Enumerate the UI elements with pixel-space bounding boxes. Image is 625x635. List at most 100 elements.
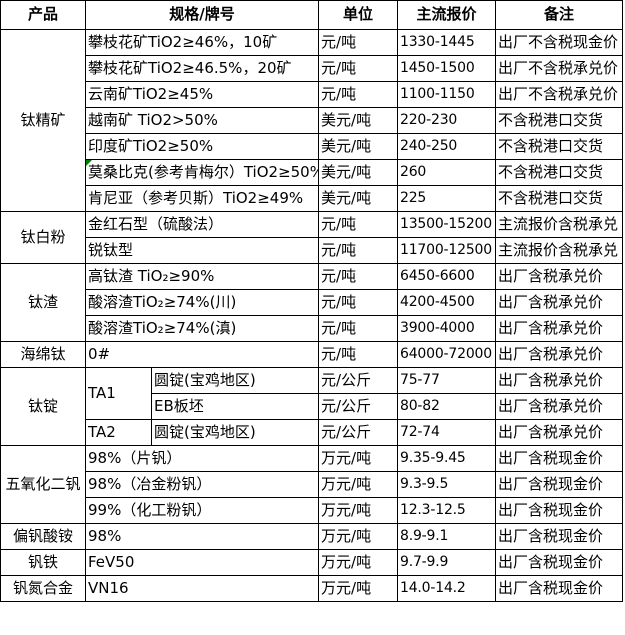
note-cell[interactable]: 出厂含税承兑价	[495, 419, 624, 446]
product-cell-sponge-titanium[interactable]: 海绵钛	[0, 341, 86, 368]
price-cell[interactable]: 13500-15200	[397, 211, 497, 238]
unit-cell[interactable]: 元/吨	[318, 55, 399, 82]
price-cell[interactable]: 1450-1500	[397, 55, 497, 82]
price-cell[interactable]: 75-77	[397, 367, 497, 394]
header-spec[interactable]: 规格/牌号	[84, 0, 320, 30]
note-cell[interactable]: 不含税港口交货	[495, 185, 624, 212]
price-cell[interactable]: 3900-4000	[397, 315, 497, 342]
spec-cell[interactable]: 圆锭(宝鸡地区)	[150, 367, 320, 394]
price-cell[interactable]: 11700-12500	[397, 237, 497, 264]
spec-cell[interactable]: 99%（化工粉钒）	[84, 497, 320, 524]
spec-cell[interactable]: 98%（冶金粉钒）	[84, 471, 320, 498]
unit-cell[interactable]: 美元/吨	[318, 133, 399, 160]
unit-cell[interactable]: 万元/吨	[318, 549, 399, 576]
spec-cell[interactable]: 0#	[84, 341, 320, 368]
unit-cell[interactable]: 美元/吨	[318, 159, 399, 186]
spec-cell[interactable]: 高钛渣 TiO₂≥90%	[84, 263, 320, 290]
note-cell[interactable]: 出厂含税现金价	[495, 497, 624, 524]
note-cell[interactable]: 主流报价含税承兑	[495, 211, 624, 238]
header-product[interactable]: 产品	[0, 0, 86, 30]
unit-cell[interactable]: 元/吨	[318, 315, 399, 342]
price-cell[interactable]: 240-250	[397, 133, 497, 160]
note-cell[interactable]: 出厂含税现金价	[495, 471, 624, 498]
unit-cell[interactable]: 万元/吨	[318, 445, 399, 472]
note-cell[interactable]: 出厂含税承兑价	[495, 367, 624, 394]
price-cell[interactable]: 9.35-9.45	[397, 445, 497, 472]
spec-cell[interactable]: 酸溶渣TiO₂≥74%(滇)	[84, 315, 320, 342]
unit-cell[interactable]: 元/吨	[318, 211, 399, 238]
product-cell-titanium-concentrate[interactable]: 钛精矿	[0, 29, 86, 212]
unit-cell[interactable]: 元/公斤	[318, 419, 399, 446]
price-cell[interactable]: 6450-6600	[397, 263, 497, 290]
header-note[interactable]: 备注	[495, 0, 624, 30]
spec-cell[interactable]: 云南矿TiO2≥45%	[84, 81, 320, 108]
price-cell[interactable]: 12.3-12.5	[397, 497, 497, 524]
note-cell[interactable]: 出厂含税承兑价	[495, 315, 624, 342]
spec-cell[interactable]: EB板坯	[150, 393, 320, 420]
unit-cell[interactable]: 元/吨	[318, 29, 399, 56]
note-cell[interactable]: 出厂含税承兑价	[495, 289, 624, 316]
unit-cell[interactable]: 元/吨	[318, 263, 399, 290]
product-cell-vanadium-pentoxide[interactable]: 五氧化二钒	[0, 445, 86, 524]
unit-cell[interactable]: 元/公斤	[318, 393, 399, 420]
unit-cell[interactable]: 万元/吨	[318, 575, 399, 602]
spec-cell[interactable]: VN16	[84, 575, 320, 602]
product-cell-titanium-dioxide[interactable]: 钛白粉	[0, 211, 86, 264]
spec-cell[interactable]: 攀枝花矿TiO2≥46%，10矿	[84, 29, 320, 56]
spec-cell[interactable]: 越南矿 TiO2>50%	[84, 107, 320, 134]
note-cell[interactable]: 出厂不含税现金价	[495, 29, 624, 56]
note-cell[interactable]: 出厂含税现金价	[495, 575, 624, 602]
spec-cell[interactable]: 98%	[84, 523, 320, 550]
note-cell[interactable]: 出厂含税承兑价	[495, 341, 624, 368]
grade-cell[interactable]: TA2	[85, 419, 152, 446]
unit-cell[interactable]: 万元/吨	[318, 471, 399, 498]
spec-cell[interactable]: 圆锭(宝鸡地区)	[150, 419, 320, 446]
note-cell[interactable]: 主流报价含税承兑	[495, 237, 624, 264]
price-cell[interactable]: 225	[397, 185, 497, 212]
spec-cell[interactable]: 攀枝花矿TiO2≥46.5%，20矿	[84, 55, 320, 82]
price-cell[interactable]: 4200-4500	[397, 289, 497, 316]
spec-cell[interactable]: 酸溶渣TiO₂≥74%(川)	[84, 289, 320, 316]
unit-cell[interactable]: 美元/吨	[318, 107, 399, 134]
spec-cell[interactable]: 肯尼亚（参考贝斯）TiO2≥49%	[84, 185, 320, 212]
price-cell[interactable]: 72-74	[397, 419, 497, 446]
unit-cell[interactable]: 元/吨	[318, 81, 399, 108]
price-cell[interactable]: 9.3-9.5	[397, 471, 497, 498]
price-cell[interactable]: 14.0-14.2	[397, 575, 497, 602]
price-cell[interactable]: 1100-1150	[397, 81, 497, 108]
note-cell[interactable]: 不含税港口交货	[495, 107, 624, 134]
note-cell[interactable]: 出厂含税现金价	[495, 523, 624, 550]
note-cell[interactable]: 出厂含税承兑价	[495, 263, 624, 290]
spec-cell[interactable]: FeV50	[84, 549, 320, 576]
unit-cell[interactable]: 元/吨	[318, 341, 399, 368]
note-cell[interactable]: 不含税港口交货	[495, 133, 624, 160]
price-cell[interactable]: 1330-1445	[397, 29, 497, 56]
note-cell[interactable]: 出厂含税现金价	[495, 445, 624, 472]
product-cell-titanium-ingot[interactable]: 钛锭	[0, 367, 86, 446]
unit-cell[interactable]: 美元/吨	[318, 185, 399, 212]
grade-cell[interactable]: TA1	[85, 367, 152, 420]
unit-cell[interactable]: 元/吨	[318, 289, 399, 316]
note-cell[interactable]: 出厂含税承兑价	[495, 393, 624, 420]
price-cell[interactable]: 9.7-9.9	[397, 549, 497, 576]
note-cell[interactable]: 出厂不含税承兑价	[495, 81, 624, 108]
spec-cell[interactable]: 金红石型（硫酸法）	[84, 211, 320, 238]
price-cell[interactable]: 80-82	[397, 393, 497, 420]
note-cell[interactable]: 不含税港口交货	[495, 159, 624, 186]
note-cell[interactable]: 出厂不含税承兑价	[495, 55, 624, 82]
price-cell[interactable]: 8.9-9.1	[397, 523, 497, 550]
unit-cell[interactable]: 元/公斤	[318, 367, 399, 394]
price-cell[interactable]: 220-230	[397, 107, 497, 134]
unit-cell[interactable]: 元/吨	[318, 237, 399, 264]
price-cell[interactable]: 260	[397, 159, 497, 186]
unit-cell[interactable]: 万元/吨	[318, 497, 399, 524]
spec-cell[interactable]: 98%（片钒）	[84, 445, 320, 472]
unit-cell[interactable]: 万元/吨	[318, 523, 399, 550]
price-cell[interactable]: 64000-72000	[397, 341, 497, 368]
product-cell-vanadium-nitrogen-alloy[interactable]: 钒氮合金	[0, 575, 86, 602]
spec-cell-with-comment[interactable]: 莫桑比克(参考肯梅尔）TiO2≥50%	[84, 159, 320, 186]
spec-cell[interactable]: 锐钛型	[84, 237, 320, 264]
header-unit[interactable]: 单位	[318, 0, 399, 30]
product-cell-titanium-slag[interactable]: 钛渣	[0, 263, 86, 342]
header-price[interactable]: 主流报价	[397, 0, 497, 30]
